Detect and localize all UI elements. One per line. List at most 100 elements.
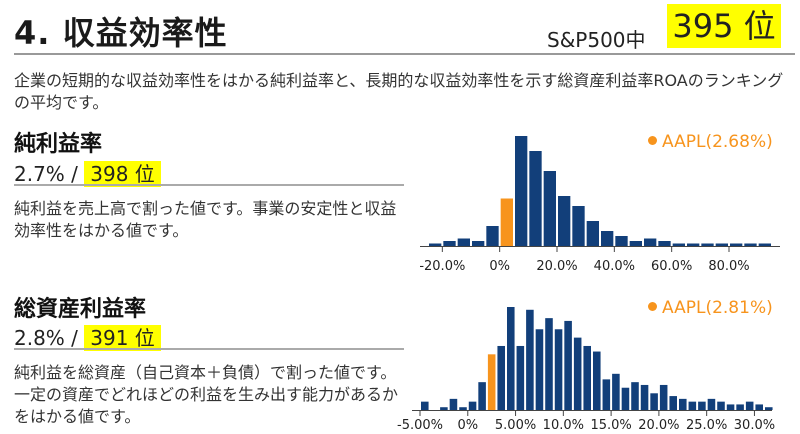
- histogram-bar: [593, 351, 601, 410]
- metric-divider: [14, 348, 404, 350]
- histogram-bar: [717, 401, 725, 410]
- x-tick-label: -20.0%: [419, 259, 465, 274]
- page-title: 4. 収益効率性: [14, 14, 228, 52]
- histogram-bar: [672, 243, 685, 246]
- metric-value-net-margin: 2.7% / 398 位: [14, 158, 161, 187]
- histogram-bar: [621, 387, 630, 410]
- section-intro: 企業の短期的な収益効率性をはかる純利益率と、長期的な収益効率性を示す総資産利益率…: [14, 71, 784, 112]
- histogram-bar: [472, 241, 485, 246]
- legend-label: AAPL(2.68%): [662, 132, 773, 152]
- histogram-bar: [701, 243, 714, 246]
- metric-rank-badge: 391 位: [84, 325, 161, 351]
- histogram-bar: [758, 243, 771, 246]
- histogram-bar: [658, 241, 671, 246]
- legend-dot-icon: [648, 301, 657, 311]
- metric-value-text: 2.7%: [14, 162, 65, 186]
- histogram-bar: [765, 407, 773, 410]
- histogram-bar: [744, 243, 757, 246]
- x-tick-label: 80.0%: [708, 259, 749, 274]
- histogram-bar: [736, 404, 744, 410]
- legend-label: AAPL(2.81%): [662, 298, 773, 318]
- x-tick-label: 20.0%: [638, 418, 679, 433]
- histogram-bar: [535, 329, 544, 410]
- histogram-bar: [715, 243, 728, 246]
- histogram-bar: [586, 221, 599, 246]
- histogram-net-margin: -20.0% 0% 20.0% 40.0% 60.0% 80.0%: [419, 136, 780, 274]
- histogram-bar: [679, 398, 687, 410]
- histogram-bar: [650, 393, 658, 410]
- histogram-bar: [573, 337, 582, 410]
- histogram-bar-highlight: [500, 198, 513, 246]
- histogram-bar: [516, 345, 525, 410]
- x-tick-label: 5.00%: [495, 418, 536, 433]
- metric-value-text: 2.8%: [14, 326, 65, 350]
- histogram-bar: [698, 401, 706, 410]
- metric-description-net-margin: 純利益を売上高で割った値です。事業の安定性と収益効率性をはかる値です。: [14, 199, 397, 240]
- metric-value-roa: 2.8% / 391 位: [14, 322, 161, 351]
- histogram-bar: [564, 320, 572, 410]
- histogram-bar: [515, 136, 528, 246]
- histogram-bar: [572, 206, 585, 246]
- histogram-bar: [726, 404, 735, 410]
- x-tick-label: 30.0%: [734, 418, 775, 433]
- histogram-bar: [486, 226, 499, 246]
- histogram-bar: [601, 231, 614, 246]
- metric-separator: /: [64, 162, 85, 186]
- x-tick-label: 15.0%: [590, 418, 631, 433]
- histogram-bar: [669, 396, 677, 410]
- x-tick-label: 40.0%: [594, 259, 635, 274]
- histogram-bar: [631, 382, 639, 410]
- histogram-bar: [640, 384, 649, 410]
- histogram-bar: [554, 329, 563, 410]
- chart-legend-roa: AAPL(2.81%): [648, 298, 773, 318]
- histogram-bar: [688, 401, 697, 410]
- legend-dot-icon: [648, 135, 657, 145]
- histogram-bar: [615, 236, 628, 246]
- histogram-bar: [443, 241, 456, 246]
- metric-separator: /: [64, 326, 85, 350]
- histogram-bar: [421, 401, 429, 410]
- title-divider: [14, 53, 795, 55]
- x-tick-label: 20.0%: [536, 259, 577, 274]
- histogram-bar: [558, 196, 571, 246]
- metric-rank-badge: 398 位: [84, 161, 161, 187]
- metric-divider: [14, 184, 404, 186]
- histogram-bar: [612, 373, 620, 410]
- histogram-bar: [583, 345, 591, 410]
- chart-legend-net-margin: AAPL(2.68%): [648, 132, 773, 152]
- histogram-bar: [526, 309, 534, 410]
- histogram-bar: [730, 243, 743, 246]
- histogram-bar: [602, 379, 611, 410]
- histogram-bar: [429, 243, 442, 246]
- x-tick-label: 0%: [457, 418, 478, 433]
- histogram-bar-highlight: [487, 354, 496, 410]
- histogram-bar: [478, 382, 486, 410]
- x-tick-label: 60.0%: [651, 259, 692, 274]
- histogram-bar: [745, 401, 754, 410]
- histogram-bar: [529, 151, 542, 246]
- histogram-bar: [629, 241, 642, 246]
- histogram-bar: [755, 404, 763, 410]
- histogram-bar: [545, 318, 553, 410]
- histogram-bar: [468, 401, 477, 410]
- rank-label: S&P500中: [547, 28, 646, 52]
- histogram-bar: [644, 238, 657, 246]
- histogram-bar: [543, 171, 556, 246]
- x-tick-label: 25.0%: [686, 418, 727, 433]
- histogram-bar: [507, 307, 515, 410]
- overall-rank-badge: 395 位: [667, 4, 781, 48]
- x-tick-label: -5.00%: [397, 418, 443, 433]
- histogram-bar: [449, 398, 458, 410]
- histogram-bar: [440, 407, 448, 410]
- histogram-bar: [497, 345, 505, 410]
- histogram-roa: -5.00% 0% 5.00% 10.0% 15.0% 20.0% 25.0% 30.0%: [397, 307, 775, 433]
- metric-description-roa: 純利益を総資産（自己資本＋負債）で割った値です。一定の資産でどれほどの利益を生み…: [14, 363, 399, 426]
- metric-title-net-margin: 純利益率: [14, 132, 103, 157]
- histogram-bar: [687, 243, 700, 246]
- metric-title-roa: 総資産利益率: [14, 297, 147, 322]
- histogram-bar: [659, 384, 668, 410]
- histogram-bar: [707, 398, 716, 410]
- x-tick-label: 10.0%: [543, 418, 584, 433]
- histogram-bar: [459, 407, 467, 410]
- histogram-bar: [457, 238, 470, 246]
